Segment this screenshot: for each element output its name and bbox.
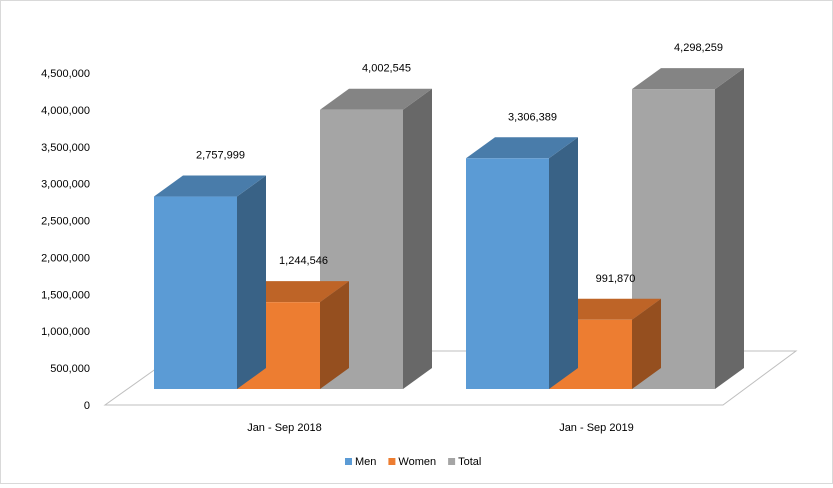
bar-side — [715, 68, 744, 390]
bars — [154, 68, 744, 390]
bar-top — [466, 137, 578, 159]
y-tick-label: 2,500,000 — [41, 216, 90, 228]
bar-side — [632, 298, 661, 389]
data-label: 3,306,389 — [508, 111, 557, 123]
legend-label: Men — [355, 456, 376, 468]
legend-swatch — [345, 458, 352, 465]
bar-front — [154, 196, 237, 389]
legend: Men Women Total — [345, 456, 481, 468]
data-label: 4,002,545 — [362, 63, 411, 75]
legend-swatch — [448, 458, 456, 465]
legend-swatch — [388, 458, 396, 465]
bar-top — [320, 88, 432, 110]
data-label: 1,244,546 — [279, 255, 328, 267]
bar-top — [154, 175, 266, 197]
bar-men-2 — [466, 137, 578, 389]
y-tick-label: 4,000,000 — [41, 105, 90, 117]
y-axis: 0 500,000 1,000,000 1,500,000 2,000,000 2,500… — [41, 68, 90, 412]
data-labels: 2,757,999 3,306,389 1,244,546 991,870 4,002,… — [196, 42, 723, 285]
y-tick-label: 500,000 — [50, 363, 90, 375]
x-category-label: Jan - Sep 2019 — [559, 422, 634, 434]
legend-label: Total — [458, 456, 481, 468]
bar-top — [632, 68, 744, 90]
data-label: 4,298,259 — [674, 42, 723, 54]
y-tick-label: 4,500,000 — [41, 68, 90, 80]
bar-front — [466, 158, 549, 389]
data-label: 2,757,999 — [196, 150, 245, 162]
x-category-label: Jan - Sep 2018 — [247, 422, 322, 434]
legend-label: Women — [398, 456, 436, 468]
bar-total-2 — [632, 68, 744, 390]
bar-side — [320, 281, 349, 389]
y-tick-label: 3,500,000 — [41, 142, 90, 154]
bar-side — [403, 88, 432, 389]
y-tick-label: 1,000,000 — [41, 326, 90, 338]
y-tick-label: 3,000,000 — [41, 179, 90, 191]
y-tick-label: 0 — [84, 400, 90, 412]
bar-side — [237, 175, 266, 389]
bar-men-1 — [154, 175, 266, 389]
data-label: 991,870 — [596, 273, 636, 285]
bar-side — [549, 137, 578, 389]
y-tick-label: 1,500,000 — [41, 289, 90, 301]
x-axis: Jan - Sep 2018 Jan - Sep 2019 — [247, 422, 634, 434]
y-tick-label: 2,000,000 — [41, 252, 90, 264]
